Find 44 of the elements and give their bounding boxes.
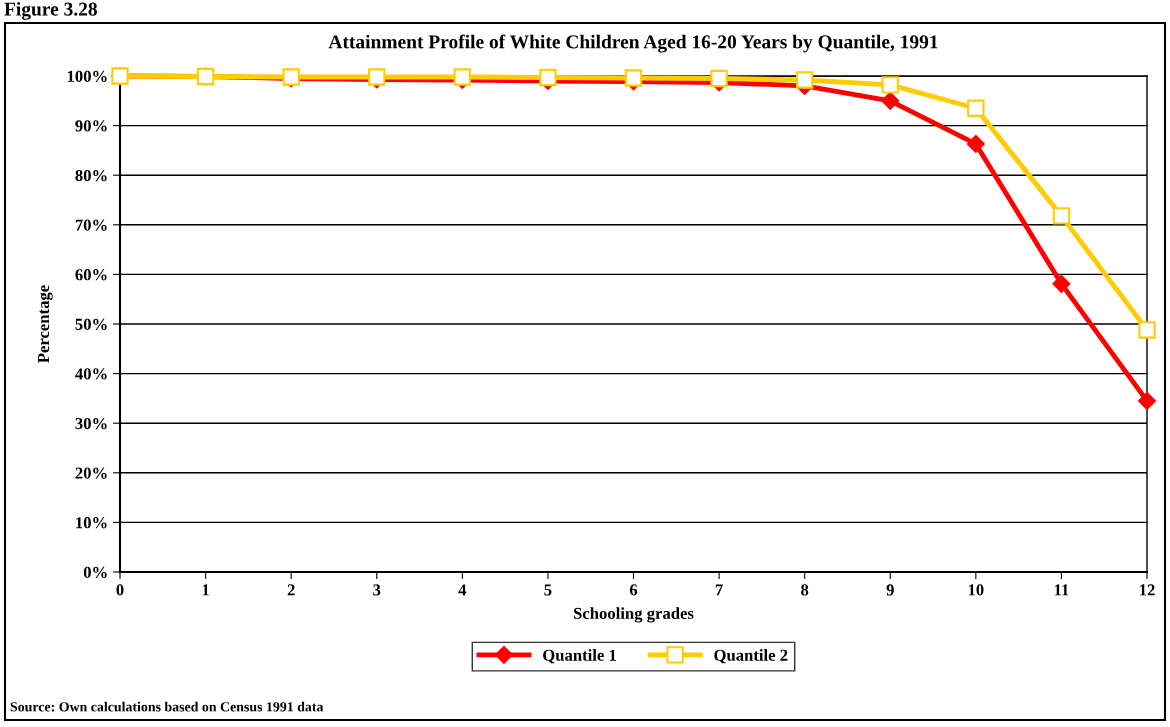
x-tick-label: 12 [1140,584,1155,596]
y-tick-label: 80% [75,169,107,182]
point [1138,391,1156,410]
x-tick-label: 2 [287,584,295,596]
point [967,99,985,117]
y-tick-label: 0% [83,566,107,578]
x-tick-label: 7 [715,584,723,596]
y-tick-label: 30% [75,417,107,430]
x-tick-label: 8 [801,584,809,596]
x-tick-label: 1 [202,584,209,596]
point [539,68,557,87]
x-tick-label: 4 [458,584,467,596]
y-tick-label: 70% [75,219,107,231]
point [624,69,643,87]
x-tick-label: 0 [116,584,124,596]
point [1052,207,1071,225]
y-axis-title: Percentage [38,285,53,363]
chart-title: Attainment Profile of White Children Aged 16-20 Years by Quantile, 1991 [328,34,938,53]
point [1052,274,1071,293]
legend-label: Quantile 2 [714,649,788,664]
x-axis-title: Schooling grades [573,607,694,623]
x-tick-label: 5 [544,584,552,596]
y-tick-label: 100% [67,70,107,82]
x-tick-label: 3 [373,584,381,596]
x-tick-label: 9 [886,584,894,596]
x-tick-label: 11 [1054,584,1069,596]
source-note: Source: Own calculations based on Census 1991 data [10,701,324,712]
point [710,69,728,88]
point [881,76,899,94]
y-tick-label: 10% [76,517,107,529]
caption: Figure 3.28 [4,2,97,20]
point [795,71,814,89]
y-tick-label: 40% [75,368,107,380]
point [1138,321,1156,339]
y-tick-label: 60% [75,269,107,281]
x-tick-label: 10 [968,584,984,596]
y-tick-label: 90% [75,120,107,132]
point [881,91,900,110]
x-tick-label: 6 [629,584,638,596]
point [453,68,472,86]
y-tick-label: 50% [75,318,107,330]
y-tick-label: 20% [75,467,107,479]
point [966,135,985,153]
legend-label: Quantile 1 [543,649,616,664]
